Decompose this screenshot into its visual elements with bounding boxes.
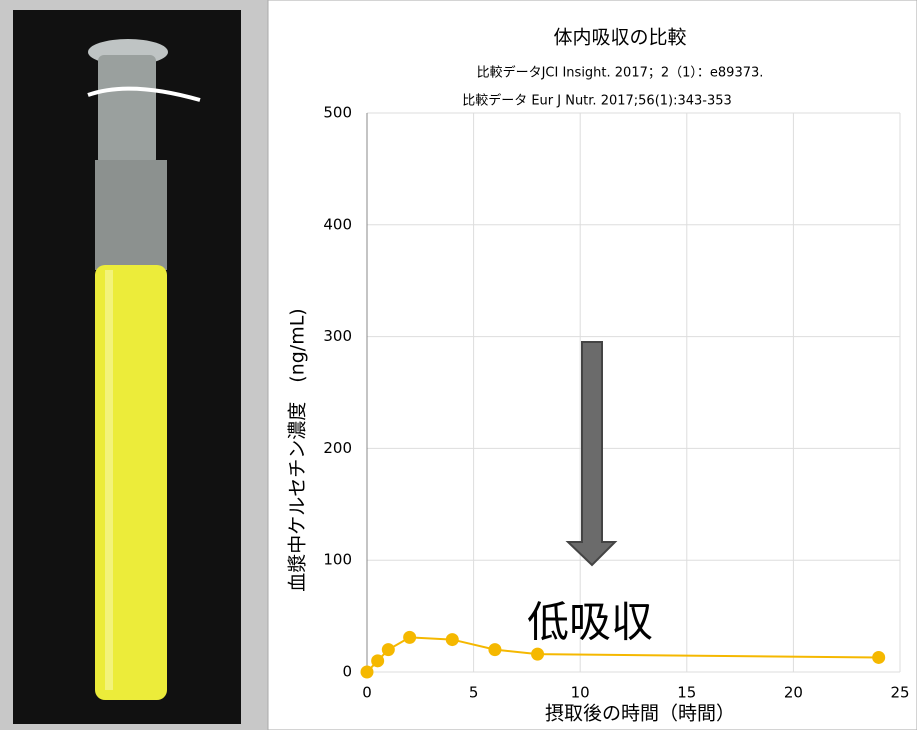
data-point <box>371 654 385 668</box>
subtitle: 比較データ Eur J Nutr. 2017;56(1):343-353 <box>462 93 732 109</box>
data-point <box>445 633 459 647</box>
data-point <box>488 643 502 657</box>
plot: 0 100 200 300 400 500 0 5 10 15 20 25 <box>323 104 909 702</box>
x-tick-label: 20 <box>784 684 803 702</box>
y-tick-label: 300 <box>323 327 352 345</box>
x-tick-label: 5 <box>469 684 479 702</box>
x-tick-label: 25 <box>890 684 909 702</box>
data-point <box>872 650 886 664</box>
annotation: 低吸収 <box>527 598 653 647</box>
y-axis-label: 血漿中ケルセチン濃度 (ng/mL) <box>287 308 309 591</box>
data-point <box>403 630 417 644</box>
data-point <box>381 643 395 657</box>
y-tick-label: 400 <box>323 215 352 233</box>
chart-title: 体内吸収の比較 <box>553 27 686 49</box>
x-tick-label: 15 <box>677 684 696 702</box>
y-tick-label: 500 <box>323 104 352 122</box>
x-tick-label: 10 <box>571 684 590 702</box>
x-tick-label: 0 <box>362 684 372 702</box>
y-tick-label: 100 <box>323 551 352 569</box>
subtitle: 比較データJCI Insight. 2017；2（1）：e89373. <box>477 65 764 81</box>
y-tick-label: 200 <box>323 439 352 457</box>
data-point <box>531 647 545 661</box>
x-axis-label: 摂取後の時間（時間） <box>545 703 735 725</box>
y-tick-label: 0 <box>342 663 352 681</box>
arrow <box>565 341 618 567</box>
test-tube-photo <box>87 39 201 700</box>
data-point <box>360 665 374 679</box>
